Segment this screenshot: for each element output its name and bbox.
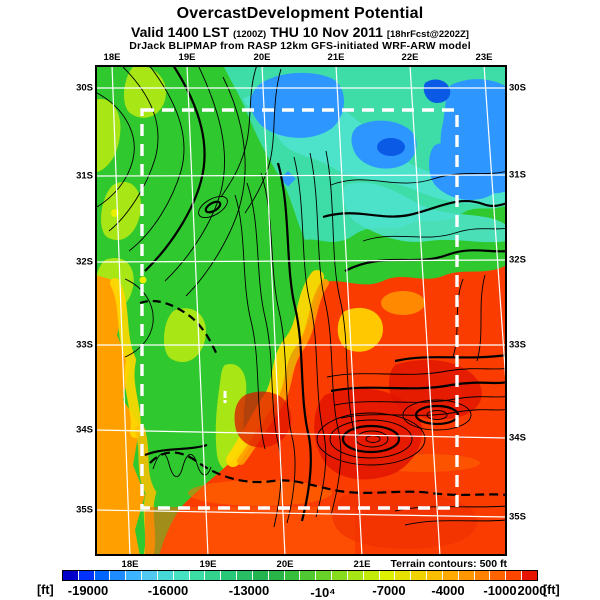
bottom-axis-label: 18E — [121, 559, 139, 570]
bottom-axis-label: 20E — [276, 559, 294, 570]
left-axis-label: 32S — [76, 256, 93, 268]
right-axis-label: 34S — [509, 432, 526, 444]
top-axis-label: 22E — [401, 52, 419, 63]
top-axis-label: 19E — [178, 52, 196, 63]
colorbar-cell — [411, 571, 427, 580]
map-plot — [95, 65, 507, 556]
colorbar-unit-right: [ft] — [543, 583, 560, 597]
colorbar-cell — [78, 571, 94, 580]
top-axis-label: 21E — [327, 52, 345, 63]
map-border — [95, 65, 507, 556]
colorbar-tick-label: -4000 — [431, 583, 465, 598]
right-axis-label: 30S — [509, 82, 526, 94]
colorbar-cell — [268, 571, 284, 580]
colorbar-cell — [221, 571, 237, 580]
colorbar-tick-label: -10⁴ — [310, 585, 336, 600]
inner-domain-box — [140, 108, 459, 510]
colorbar-tick-label: -19000 — [67, 583, 109, 598]
bottom-axis-label: 21E — [353, 559, 371, 570]
colorbar-cell — [205, 571, 221, 580]
model-attribution: DrJack BLIPMAP from RASP 12km GFS-initia… — [129, 40, 471, 52]
colorbar-cell — [347, 571, 363, 580]
right-axis-label: 33S — [509, 339, 526, 351]
left-axis-label: 33S — [76, 339, 93, 351]
colorbar-cell — [458, 571, 474, 580]
valid-date: THU 10 Nov 2011 — [266, 24, 387, 40]
colorbar-cell — [157, 571, 173, 580]
right-axis-label: 32S — [509, 254, 526, 266]
page-title: OvercastDevelopment Potential — [176, 5, 424, 22]
left-axis-label: 31S — [76, 170, 93, 182]
colorbar-unit-left: [ft] — [37, 583, 54, 597]
colorbar-cell — [442, 571, 458, 580]
colorbar-tick-label: -13000 — [228, 583, 270, 598]
colorbar-cell — [284, 571, 300, 580]
colorbar-cell — [189, 571, 205, 580]
top-axis-label: 20E — [253, 52, 271, 63]
colorbar-cell — [63, 571, 78, 580]
right-axis-label: 31S — [509, 169, 526, 181]
colorbar-cell — [142, 571, 157, 580]
colorbar-cell — [490, 571, 506, 580]
valid-time-line: Valid 1400 LST (1200Z) THU 10 Nov 2011 [… — [0, 24, 600, 40]
bottom-axis-label: 19E — [199, 559, 217, 570]
site-marker — [223, 391, 227, 403]
terrain-note: Terrain contours: 500 ft — [390, 558, 508, 570]
left-axis-label: 35S — [76, 504, 93, 516]
colorbar-cell — [252, 571, 268, 580]
colorbar-cell — [300, 571, 316, 580]
colorbar-cell — [395, 571, 411, 580]
colorbar-cell — [427, 571, 442, 580]
right-axis-label: 35S — [509, 511, 526, 523]
left-axis-label: 30S — [76, 82, 93, 94]
colorbar-cell — [237, 571, 252, 580]
colorbar-tick-label: -1000 — [483, 583, 517, 598]
colorbar-tick-label: 2000 — [517, 583, 547, 598]
colorbar-cell — [474, 571, 490, 580]
colorbar-cell — [363, 571, 379, 580]
colorbar-cell — [94, 571, 110, 580]
colorbar-cell — [506, 571, 522, 580]
colorbar-cell — [173, 571, 189, 580]
colorbar-tick-label: -16000 — [147, 583, 189, 598]
colorbar-cell — [522, 571, 537, 580]
valid-zulu: (1200Z) — [232, 29, 267, 40]
left-axis-label: 34S — [76, 424, 93, 436]
colorbar — [62, 570, 538, 581]
latlon-grid — [95, 65, 507, 556]
forecast-cycle: [18hrFcst@2202Z] — [386, 29, 469, 40]
colorbar-tick-label: -7000 — [372, 583, 406, 598]
valid-time: Valid 1400 LST — [131, 24, 233, 40]
colorbar-cell — [379, 571, 395, 580]
colorbar-cell — [126, 571, 142, 580]
colorbar-cell — [332, 571, 347, 580]
colorbar-cell — [110, 571, 126, 580]
colorbar-cell — [316, 571, 332, 580]
top-axis-label: 23E — [475, 52, 493, 63]
top-axis-label: 18E — [103, 52, 121, 63]
